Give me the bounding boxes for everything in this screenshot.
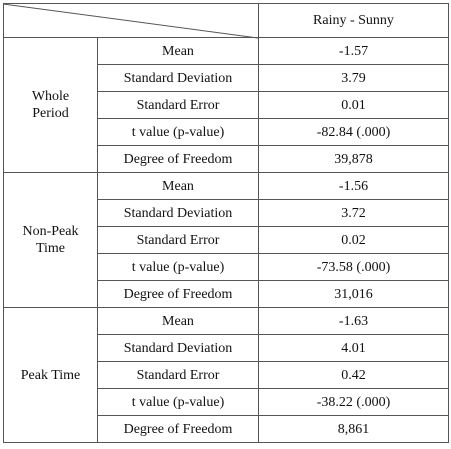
stat-name: Standard Error	[97, 91, 259, 119]
data-row: Standard Error 0.42	[4, 361, 449, 389]
stat-name: Degree of Freedom	[97, 145, 259, 173]
stat-name: Standard Deviation	[97, 64, 259, 92]
data-row: Standard Deviation 3.72	[4, 199, 449, 227]
stat-value: -1.63	[258, 307, 449, 335]
stat-name: Standard Deviation	[97, 199, 259, 227]
data-row: Degree of Freedom 8,861	[4, 415, 449, 443]
corner-cell	[3, 3, 259, 38]
stat-name: Mean	[97, 307, 259, 335]
stat-name: Standard Error	[97, 226, 259, 254]
stat-value: 3.79	[258, 64, 449, 92]
stat-name: Standard Error	[97, 361, 259, 389]
stat-name: Degree of Freedom	[97, 415, 259, 443]
data-row: Non-Peak Time Mean -1.56	[3, 172, 449, 308]
stat-name: Mean	[97, 172, 259, 200]
data-row: Standard Error 0.02	[4, 226, 449, 254]
data-row: Degree of Freedom 31,016	[4, 280, 449, 308]
data-row: Standard Deviation 4.01	[4, 334, 449, 362]
group-label: Whole Period	[3, 37, 98, 173]
stat-name: Standard Deviation	[97, 334, 259, 362]
data-row: Standard Error 0.01	[4, 91, 449, 119]
data-row: Degree of Freedom 39,878	[4, 145, 449, 173]
stat-value: 4.01	[258, 334, 449, 362]
stat-name: t value (p-value)	[97, 253, 259, 281]
stat-value: 31,016	[258, 280, 449, 308]
data-row: Peak Time Mean -1.63	[3, 307, 449, 443]
stat-value: -82.84 (.000)	[258, 118, 449, 146]
data-row: t value (p-value) -73.58 (.000)	[4, 253, 449, 281]
stat-value: -73.58 (.000)	[258, 253, 449, 281]
header-row: Rainy - Sunny	[3, 3, 449, 38]
stat-value: 3.72	[258, 199, 449, 227]
group-label: Non-Peak Time	[3, 172, 98, 308]
data-row: Whole Period Mean -1.57	[3, 37, 449, 173]
stat-name: t value (p-value)	[97, 388, 259, 416]
data-row: t value (p-value) -82.84 (.000)	[4, 118, 449, 146]
stat-value: 8,861	[258, 415, 449, 443]
stat-name: t value (p-value)	[97, 118, 259, 146]
stat-value: -38.22 (.000)	[258, 388, 449, 416]
stat-name: Mean	[97, 37, 259, 65]
stat-value: 0.42	[258, 361, 449, 389]
group-label: Peak Time	[3, 307, 98, 443]
stat-value: -1.56	[258, 172, 449, 200]
stats-table: Rainy - Sunny Whole Period Mean -1.57 Stand…	[3, 3, 449, 443]
stat-value: 0.02	[258, 226, 449, 254]
header-cell: Rainy - Sunny	[258, 3, 449, 38]
stat-value: 0.01	[258, 91, 449, 119]
stat-value: 39,878	[258, 145, 449, 173]
stat-value: -1.57	[258, 37, 449, 65]
table-body: Rainy - Sunny Whole Period Mean -1.57 Stand…	[3, 3, 449, 443]
stat-name: Degree of Freedom	[97, 280, 259, 308]
data-row: Standard Deviation 3.79	[4, 64, 449, 92]
